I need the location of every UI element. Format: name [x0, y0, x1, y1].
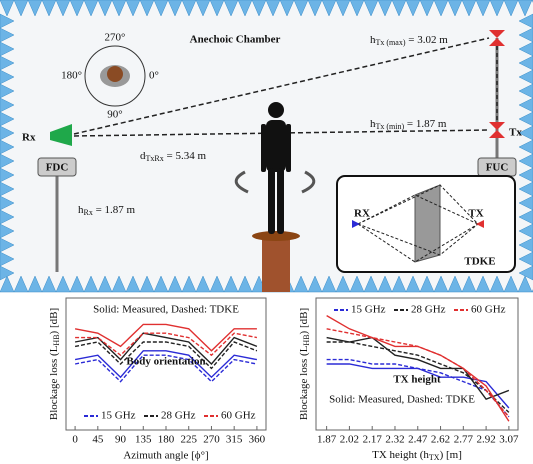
- legend-label: 15 GHz: [351, 304, 386, 316]
- legend-label: 60 GHz: [221, 410, 256, 422]
- h-tx-max-rest: = 3.02 m: [406, 34, 449, 46]
- x-tick-label: 90: [115, 434, 127, 446]
- x-tick-label: 2.02: [340, 434, 359, 446]
- x-tick-label: 135: [135, 434, 152, 446]
- y-axis-label-sub: HB: [302, 334, 311, 345]
- inset-title: TDKE: [464, 256, 495, 268]
- x-axis-label: TX height (hTX) [m]: [372, 449, 462, 462]
- h-rx-rest: = 1.87 m: [93, 204, 136, 216]
- h-tx-min-sub: Tx (min): [376, 122, 405, 131]
- x-tick-label: 315: [226, 434, 243, 446]
- x-tick-label: 270: [203, 434, 220, 446]
- x-tick-label: 2.77: [454, 434, 474, 446]
- d-txrx-rest: = 5.34 m: [164, 150, 207, 162]
- x-tick-label: 2.32: [385, 434, 404, 446]
- legend-label: 28 GHz: [161, 410, 196, 422]
- compass-label: 270°: [105, 32, 126, 44]
- pedestal: [262, 236, 290, 292]
- screen: [415, 185, 440, 262]
- inset-tx-label: TX: [468, 208, 483, 220]
- fuc-label: FUC: [486, 162, 509, 174]
- annotation: Body orientation: [126, 356, 205, 368]
- x-axis-label: Azimuth angle [ϕ°]: [123, 450, 208, 462]
- compass-label: 0°: [149, 70, 159, 82]
- x-axis-label-base: TX height (h: [372, 449, 429, 461]
- x-tick-label: 2.47: [408, 434, 428, 446]
- h-tx-max-sub: Tx (max): [376, 38, 406, 47]
- fdc-label: FDC: [46, 162, 69, 174]
- y-axis-label-rest: ) [dB]: [48, 308, 60, 335]
- plots: 0 45 90 135 180 225 270 315 360 15 GHz 28 GHz 60 GH…: [48, 298, 519, 462]
- x-tick-label: 45: [92, 434, 104, 446]
- x-axis-label-rest: ) [m]: [440, 449, 462, 461]
- x-tick-label: 0: [72, 434, 78, 446]
- d-txrx-sub: TxRx: [146, 154, 164, 163]
- annotation: Solid: Measured, Dashed: TDKE: [93, 304, 239, 316]
- x-tick-label: 360: [249, 434, 266, 446]
- x-tick-label: 1.87: [317, 434, 337, 446]
- y-axis-label: Blockage loss (LHB) [dB]: [298, 308, 311, 420]
- x-tick-label: 2.92: [476, 434, 495, 446]
- annotation: TX height: [393, 374, 441, 386]
- x-axis-label-sub: TX: [429, 453, 440, 462]
- compass-label: 90°: [107, 109, 122, 121]
- x-tick-label: 2.17: [363, 434, 383, 446]
- y-axis-label-sub: HB: [52, 334, 61, 345]
- x-tick-label: 2.62: [431, 434, 450, 446]
- pedestal-top: [252, 231, 300, 241]
- y-axis-label-base: Blockage loss (L: [298, 345, 310, 420]
- inset-rx-label: RX: [354, 208, 370, 220]
- y-axis-label-base: Blockage loss (L: [48, 345, 60, 420]
- h-tx-min-rest: = 1.87 m: [404, 118, 447, 130]
- y-axis-label: Blockage loss (LHB) [dB]: [48, 308, 61, 420]
- annotation: Solid: Measured, Dashed: TDKE: [329, 394, 475, 406]
- tx-label: Tx: [509, 127, 522, 139]
- legend-label: 60 GHz: [471, 304, 506, 316]
- legend-label: 28 GHz: [411, 304, 446, 316]
- rx-label: Rx: [22, 132, 36, 144]
- compass-label: 180°: [61, 70, 82, 82]
- x-tick-label: 180: [158, 434, 175, 446]
- title: Anechoic Chamber: [190, 34, 281, 46]
- x-tick-label: 3.07: [499, 434, 519, 446]
- head-top: [107, 66, 123, 82]
- y-axis-label-rest: ) [dB]: [298, 308, 310, 335]
- h-rx-sub: Rx: [84, 208, 93, 217]
- figure: Anechoic Chamber 270° 90° 180° 0° Rx FDC…: [0, 0, 533, 464]
- legend-label: 15 GHz: [101, 410, 136, 422]
- x-tick-label: 225: [180, 434, 197, 446]
